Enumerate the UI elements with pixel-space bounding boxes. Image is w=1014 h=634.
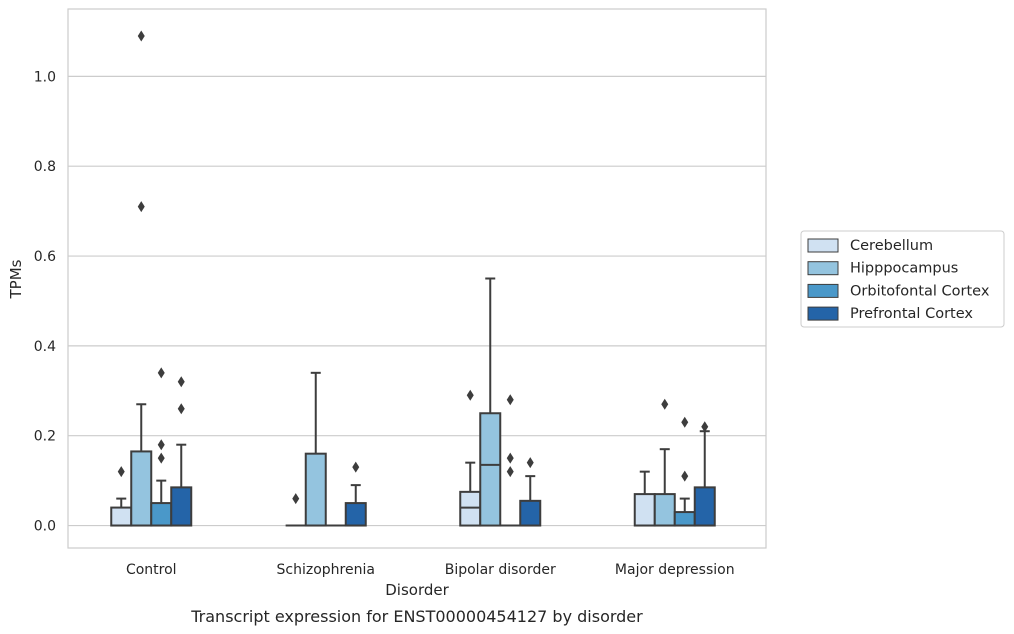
box-group <box>673 416 696 527</box>
outlier-point <box>157 452 165 464</box>
outlier-point <box>506 394 514 406</box>
x-tick-label: Major depression <box>615 562 735 578</box>
box-group <box>459 389 482 527</box>
box-group <box>344 461 367 527</box>
y-tick-label: 0.0 <box>34 519 56 535</box>
legend-label: Cerebellum <box>850 238 933 254</box>
box <box>304 452 327 527</box>
outlier-point <box>137 201 145 213</box>
box <box>693 486 716 527</box>
box-group <box>693 421 716 527</box>
legend-swatch <box>807 238 839 253</box>
y-tick-label: 0.6 <box>34 249 56 265</box>
y-tick-label: 0.2 <box>34 429 56 445</box>
box <box>110 506 133 527</box>
box-group <box>304 371 327 527</box>
y-axis-ticks: 0.0 0.2 0.4 0.6 0.8 1.0 <box>34 69 56 534</box>
box-group <box>130 30 153 527</box>
legend: Cerebellum Hipppocampus Orbitofontal Corte… <box>800 230 1005 328</box>
outlier-point <box>526 457 534 469</box>
x-tick-label: Control <box>126 562 177 578</box>
outlier-point <box>117 466 125 478</box>
box <box>519 499 542 527</box>
outlier-point <box>157 439 165 451</box>
box <box>344 502 367 527</box>
box <box>479 412 502 527</box>
box <box>633 493 656 527</box>
y-tick-label: 0.4 <box>34 339 56 355</box>
x-axis-title: Disorder <box>385 581 449 599</box>
y-tick-label: 0.8 <box>34 159 56 175</box>
plot-area-frame <box>67 8 767 549</box>
box <box>130 450 153 527</box>
outlier-point <box>701 421 709 433</box>
chart-caption: Transcript expression for ENST0000045412… <box>190 607 643 626</box>
outlier-point <box>506 452 514 464</box>
x-tick-label: Schizophrenia <box>277 562 375 578</box>
box-group <box>479 277 502 527</box>
box <box>653 493 676 527</box>
legend-label: Orbitofontal Cortex <box>850 283 990 299</box>
outlier-point <box>292 493 300 505</box>
outlier-point <box>506 466 514 478</box>
x-axis-ticks: Control Schizophrenia Bipolar disorder Majo… <box>126 562 735 578</box>
box-group <box>519 457 542 527</box>
box-group <box>110 466 133 527</box>
box-group <box>150 367 173 527</box>
outlier-point <box>157 367 165 379</box>
outlier-point <box>177 376 185 388</box>
outlier-point <box>661 398 669 410</box>
y-axis-title: TPMs <box>7 259 25 299</box>
legend-label: Prefrontal Cortex <box>850 306 973 322</box>
outlier-point <box>681 470 689 482</box>
box <box>170 486 193 527</box>
gridlines <box>68 75 766 527</box>
box <box>459 490 482 527</box>
box <box>150 502 173 527</box>
box <box>673 511 696 527</box>
box-group <box>653 398 676 527</box>
outlier-point <box>352 461 360 473</box>
legend-swatch <box>807 306 839 321</box>
outlier-point <box>177 403 185 415</box>
outlier-point <box>466 389 474 401</box>
legend-label: Hipppocampus <box>850 261 958 277</box>
x-tick-label: Bipolar disorder <box>445 562 556 578</box>
box-group <box>170 376 193 527</box>
box-group <box>500 394 521 527</box>
box-group <box>285 493 306 527</box>
outlier-point <box>681 416 689 428</box>
legend-frame <box>800 230 1005 328</box>
box-group <box>633 470 656 527</box>
outlier-point <box>137 30 145 42</box>
legend-swatch <box>807 283 839 298</box>
boxes <box>110 30 716 527</box>
y-tick-label: 1.0 <box>34 69 56 85</box>
legend-swatch <box>807 261 839 276</box>
